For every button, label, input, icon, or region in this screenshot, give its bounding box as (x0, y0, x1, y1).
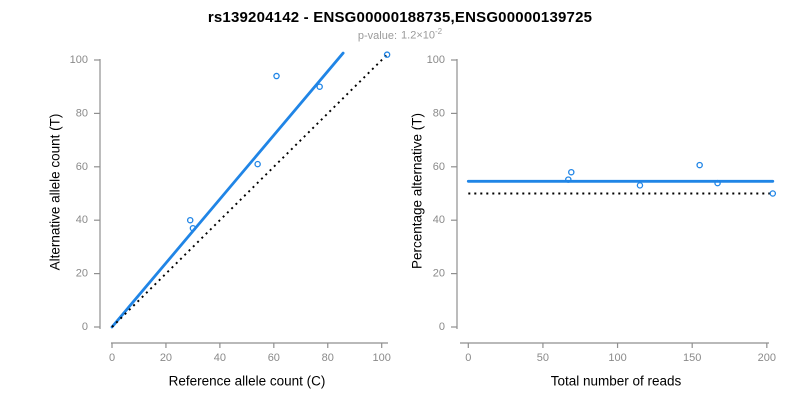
data-point (565, 176, 572, 183)
y-tick-label: 100 (427, 54, 445, 66)
y-tick-label: 40 (76, 214, 88, 226)
x-tick-label: 50 (537, 352, 549, 364)
data-point (568, 168, 575, 176)
data-point (254, 160, 261, 168)
pvalue-mantissa: 1.2×10 (401, 29, 435, 42)
fit-line (110, 51, 345, 329)
data-point (714, 179, 721, 187)
x-tick-label: 0 (109, 352, 115, 364)
data-point (189, 224, 197, 232)
data-point (273, 72, 280, 80)
x-tick-label: 20 (160, 352, 172, 364)
x-tick-label: 150 (683, 352, 701, 364)
y-tick-label: 60 (433, 161, 445, 173)
pvalue-exponent: -2 (434, 27, 443, 36)
x-axis-title: Reference allele count (C) (169, 374, 326, 389)
y-axis-title: Percentage alternative (T) (410, 113, 425, 269)
right-plot: 0 50 100 150 200 0 20 40 60 80 100 Total number of … (410, 54, 777, 389)
left-plot: 0 20 40 60 80 100 0 20 40 60 80 100 Reference allele… (48, 51, 391, 389)
data-point (383, 51, 391, 58)
y-tick-label: 60 (76, 161, 88, 173)
x-tick-label: 100 (373, 352, 391, 364)
y-tick-label: 80 (76, 107, 88, 119)
y-tick-label: 0 (439, 321, 445, 333)
x-tick-label: 100 (608, 352, 626, 364)
data-point (636, 182, 644, 189)
data-point (769, 190, 777, 197)
y-tick-label: 0 (82, 321, 88, 333)
y-tick-label: 20 (433, 268, 445, 280)
pvalue-subtitle: p-value: 1.2×10-2 (0, 27, 800, 42)
x-tick-label: 0 (465, 352, 471, 364)
x-axis-title: Total number of reads (551, 374, 682, 389)
x-tick-label: 200 (758, 352, 776, 364)
y-tick-label: 40 (433, 214, 445, 226)
page-title: rs139204142 - ENSG00000188735,ENSG000001… (207, 9, 593, 26)
y-tick-label: 80 (433, 107, 445, 119)
data-point (696, 161, 703, 169)
y-tick-label: 20 (76, 268, 88, 280)
y-axis-title: Alternative allele count (T) (48, 114, 63, 271)
x-tick-label: 80 (322, 352, 334, 364)
pvalue-label: p-value: (357, 29, 398, 42)
data-point (186, 216, 194, 224)
data-point (316, 83, 323, 90)
identity-line (111, 53, 388, 328)
x-tick-label: 60 (268, 352, 280, 364)
y-tick-label: 100 (70, 54, 88, 66)
x-tick-label: 40 (214, 352, 226, 364)
